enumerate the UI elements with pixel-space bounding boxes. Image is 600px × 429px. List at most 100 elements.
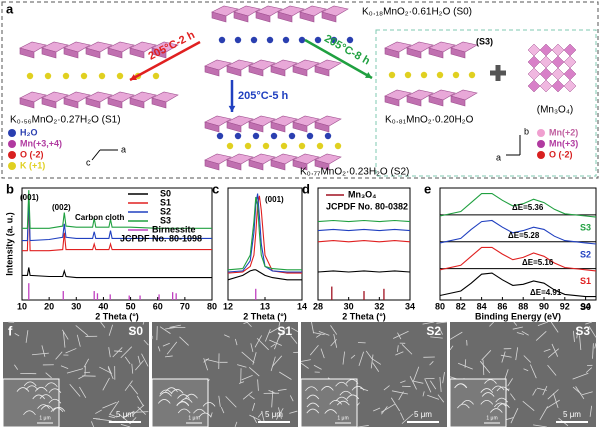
sem-texture	[547, 348, 560, 358]
sem-texture	[521, 330, 529, 336]
spinel	[527, 43, 541, 57]
octahedron	[428, 95, 444, 107]
sem-texture	[291, 327, 299, 333]
sem-texture	[491, 385, 505, 391]
sem-texture	[592, 343, 594, 359]
scale-label: 1 μm	[337, 415, 348, 421]
octahedron	[63, 47, 79, 59]
series-line	[227, 193, 302, 273]
octahedron	[314, 159, 330, 171]
sem-texture	[350, 354, 356, 359]
sem-texture	[482, 359, 485, 376]
sem-texture	[39, 394, 53, 399]
sem-texture	[112, 347, 123, 358]
legend-swatch	[537, 151, 545, 159]
atom	[234, 132, 242, 140]
octahedron	[270, 159, 286, 171]
sem-texture	[159, 389, 173, 395]
atom	[314, 36, 322, 44]
sem-texture	[457, 403, 470, 409]
sem-texture	[265, 329, 271, 342]
sem-texture	[249, 414, 261, 421]
sem-texture	[380, 403, 395, 413]
spinel	[563, 79, 577, 93]
sem-texture	[269, 327, 280, 334]
sem-texture	[224, 334, 230, 338]
sem-texture	[339, 390, 353, 396]
sem-texture	[142, 321, 145, 325]
arrow-head	[130, 74, 137, 81]
spinel	[539, 43, 553, 57]
atom	[226, 142, 234, 150]
sem-texture	[90, 421, 95, 428]
octahedron	[19, 97, 35, 109]
sem-texture	[270, 356, 276, 372]
sem-texture	[537, 321, 548, 326]
sem-texture	[320, 348, 325, 359]
plot-frame	[227, 187, 303, 301]
octahedron	[450, 95, 466, 107]
sem-texture	[306, 402, 320, 408]
sem-texture	[99, 366, 113, 374]
sem-texture	[335, 381, 348, 387]
sem-texture	[306, 394, 320, 400]
sem-texture	[269, 339, 282, 346]
sem-texture	[177, 394, 190, 399]
sem-texture	[62, 331, 66, 348]
sem-texture	[238, 381, 245, 384]
sem-texture	[34, 386, 48, 392]
legend-swatch	[8, 162, 16, 170]
spinel	[551, 79, 565, 93]
sem-texture	[480, 388, 494, 393]
sem-texture	[550, 321, 559, 333]
sem-texture	[83, 358, 90, 368]
sem-texture	[225, 396, 237, 408]
atom	[330, 36, 338, 44]
series-line	[22, 195, 212, 242]
sem-texture	[107, 365, 112, 374]
x-tick-label: 50	[126, 301, 136, 311]
arrow	[304, 38, 373, 80]
series-line	[227, 196, 302, 271]
sem-texture	[135, 360, 144, 371]
octahedron	[292, 65, 308, 77]
atom	[250, 36, 258, 44]
atom	[244, 142, 252, 150]
octahedron	[85, 97, 101, 109]
sem-texture	[373, 407, 381, 412]
annotation: ΔE=5.36	[512, 203, 544, 212]
annotation: (001)	[20, 193, 39, 202]
sem-texture	[300, 359, 311, 362]
sem-texture	[300, 362, 309, 369]
series-line	[317, 240, 411, 243]
sem-texture	[218, 395, 221, 407]
plus	[490, 65, 506, 81]
octahedron	[321, 11, 337, 23]
legend-swatch	[537, 129, 545, 137]
sem-texture	[501, 351, 506, 363]
sem-texture	[523, 368, 529, 372]
x-tick-label: 30	[344, 301, 354, 311]
sem-texture	[131, 363, 134, 374]
spinel	[551, 43, 565, 57]
s3-tag: (S3)	[476, 36, 493, 46]
atom	[452, 71, 460, 79]
sem-texture	[159, 391, 172, 397]
sample-label: S0	[128, 324, 143, 338]
sem-texture	[102, 377, 110, 391]
sem-texture	[102, 401, 117, 409]
octahedron	[41, 47, 57, 59]
annotation: ΔE=4.91	[530, 288, 562, 297]
s3-frame	[375, 29, 597, 177]
scale-label: 1 μm	[486, 415, 497, 421]
sem-texture	[496, 386, 510, 392]
scale-label: 1 μm	[39, 415, 50, 421]
x-tick-label: 80	[207, 301, 217, 311]
spinel	[539, 79, 553, 93]
legend-label: O (-2)	[20, 149, 44, 159]
sem-texture	[309, 345, 319, 356]
sample-label: S1	[580, 276, 591, 286]
sem-texture	[495, 397, 509, 403]
series-line	[22, 267, 212, 279]
